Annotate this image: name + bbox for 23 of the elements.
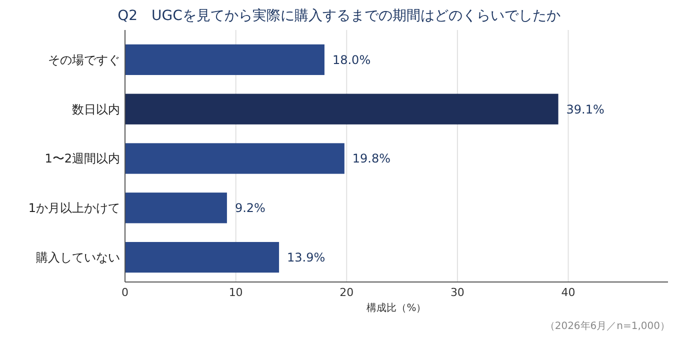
bar [125, 143, 344, 174]
data-label: 39.1% [566, 102, 604, 116]
bar [125, 94, 558, 124]
y-tick-label: その場ですぐ [48, 52, 120, 67]
x-tick-label: 0 [122, 286, 128, 299]
data-label: 19.8% [352, 152, 391, 166]
y-tick-label: 1か月以上かけて [28, 201, 120, 216]
data-label: 13.9% [287, 250, 326, 264]
x-tick-label: 10 [228, 286, 243, 299]
data-label: 18.0% [332, 52, 371, 67]
x-tick-label: 30 [450, 286, 464, 299]
bar [125, 192, 227, 224]
bar [125, 44, 324, 76]
x-tick-label: 20 [340, 286, 354, 299]
text: （2026年6月／n=1,000） [544, 320, 670, 332]
y-tick-label: 1〜2週間以内 [44, 152, 120, 166]
bar [125, 242, 280, 273]
y-tick-label: 数日以内 [72, 102, 120, 116]
data-label: 9.2% [234, 201, 266, 216]
x-tick-label: 40 [561, 286, 576, 299]
y-tick-label: 購入していない [36, 250, 120, 264]
x-axis-title: 構成比（%） [366, 302, 426, 314]
chart-title: Q2 UGCを見てから実際に購入するまでの期間はどのくらいでしたか [118, 8, 560, 24]
